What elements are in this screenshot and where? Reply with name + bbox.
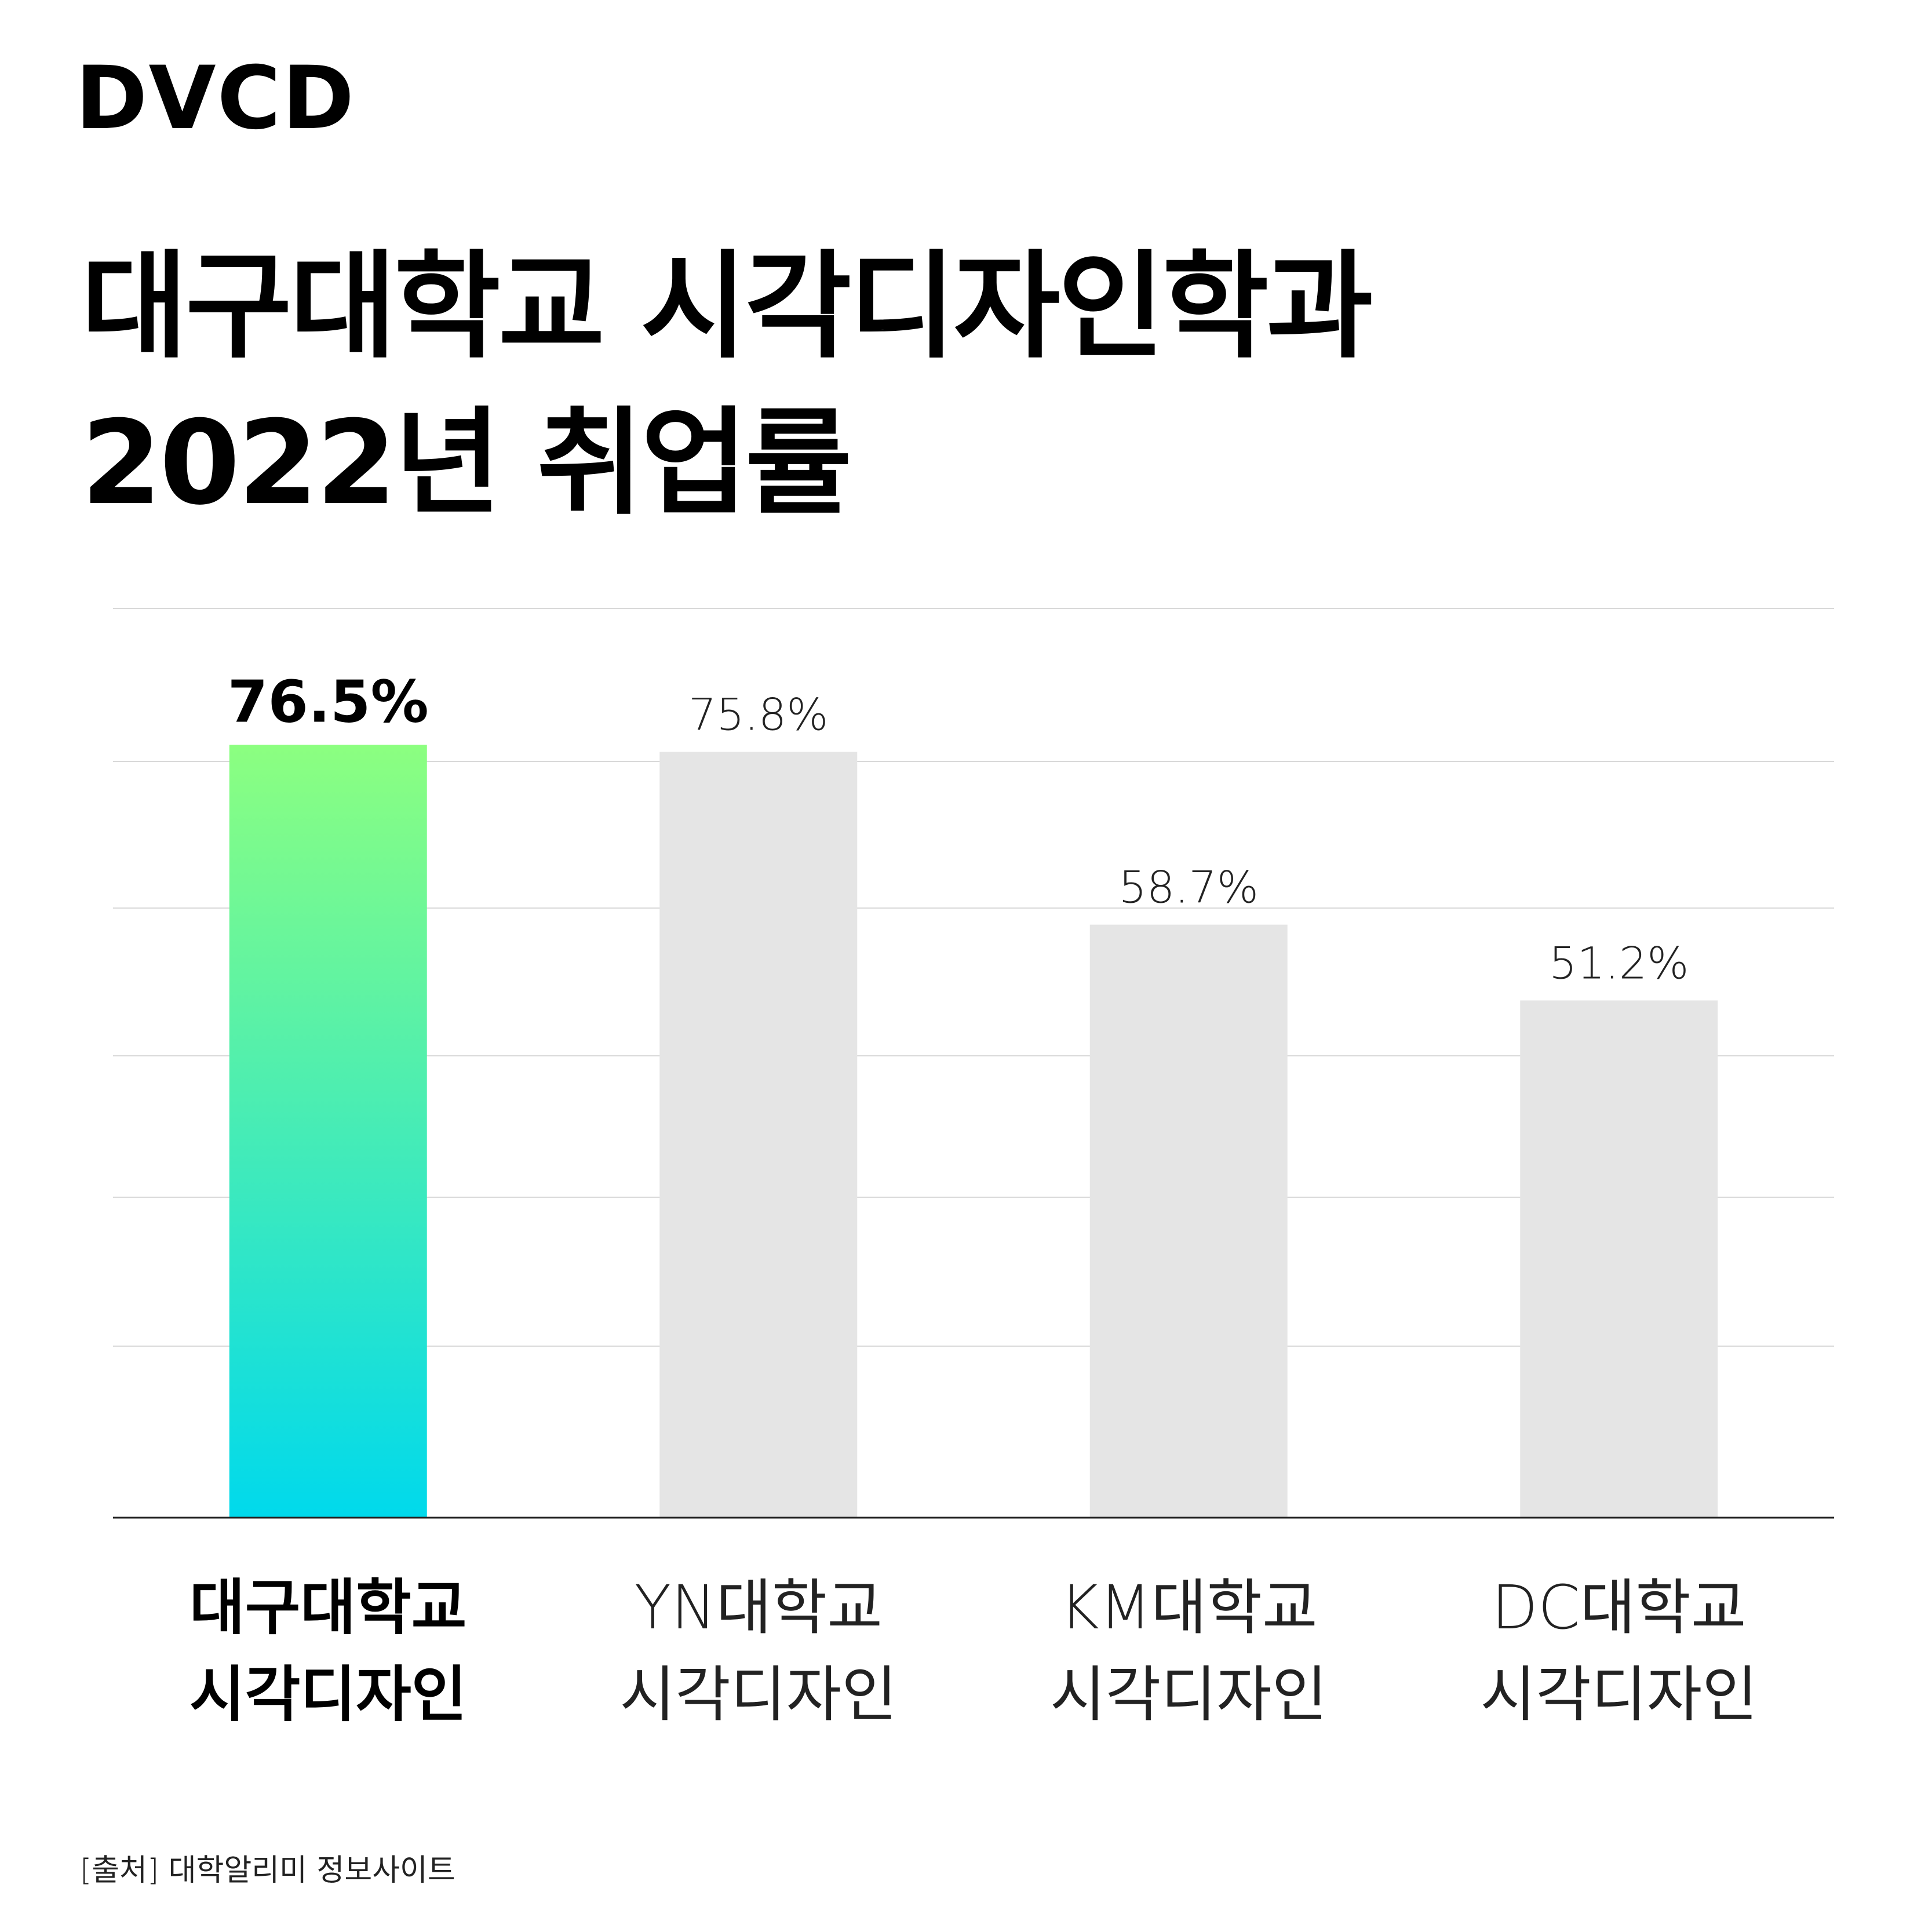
value-label: 76.5% [228, 668, 429, 735]
bar-3 [1089, 924, 1288, 1518]
category-label: 시각디자인 [1481, 1659, 1758, 1730]
value-label: 58.7% [1119, 862, 1259, 913]
category-label: DC대학교 [1492, 1572, 1747, 1643]
value-label: 51.2% [1549, 937, 1689, 989]
title-line-1: 대구대학교 시각디자인학과 [81, 239, 1373, 374]
category-label: 시각디자인 [620, 1659, 897, 1730]
bar-1 [229, 745, 427, 1518]
bar-2 [659, 752, 858, 1518]
category-label: 시각디자인 [1050, 1659, 1327, 1730]
value-label: 75.8% [688, 689, 828, 741]
category-label: YN대학교 [635, 1572, 883, 1643]
title-line-2: 2022년 취업률 [81, 396, 852, 531]
source-note: [출처] 대학알리미 정보사이트 [80, 1853, 455, 1888]
page-title: 대구대학교 시각디자인학과 2022년 취업률 [81, 229, 1373, 542]
category-label: 시각디자인 [189, 1659, 466, 1730]
category-label: 대구대학교 [189, 1572, 466, 1643]
category-label: KM대학교 [1060, 1572, 1318, 1643]
bar-4 [1520, 1000, 1718, 1518]
brand-logo: DVCD [75, 48, 356, 149]
